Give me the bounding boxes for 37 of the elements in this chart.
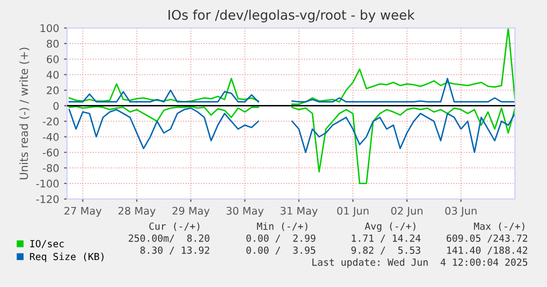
x-tick-label: 31 May	[280, 206, 318, 217]
x-tick-label: 28 May	[118, 206, 156, 217]
x-tick-label: 27 May	[64, 206, 102, 217]
legend-label: Req Size (KB)	[30, 252, 104, 262]
y-tick-label: -100	[36, 180, 59, 188]
text: 0.00 / 3.95	[246, 246, 316, 255]
text: Max (-/+)	[474, 222, 524, 231]
x-tick-label: 02 Jun	[391, 206, 422, 217]
y-tick-label: 40	[46, 70, 59, 79]
y-tick-label: -120	[36, 195, 59, 204]
y-tick-label: 60	[46, 55, 59, 64]
text: 1.71 / 14.24	[352, 234, 421, 243]
text: 609.05 /243.72	[446, 234, 528, 243]
text: 141.40 /188.42	[447, 246, 528, 255]
text: Last update: Wed Jun 4 12:00:04 2025	[312, 258, 528, 268]
y-tick-label: -60	[42, 148, 59, 156]
text: 250.00m/ 8.20	[128, 234, 210, 243]
chart-title: IOs for /dev/legolas-vg/root - by week	[168, 10, 415, 22]
y-tick-label: -20	[42, 118, 59, 126]
y-tick-label: 20	[46, 86, 59, 94]
x-tick-label: 30 May	[226, 206, 264, 217]
y-tick-label: 100	[40, 24, 59, 32]
y-tick-label: 80	[46, 40, 59, 48]
text: Min (-/+)	[257, 222, 308, 231]
y-tick-label: -40	[42, 133, 59, 141]
text: 8.30 / 13.92	[140, 246, 210, 255]
text: Avg (-/+)	[364, 222, 416, 232]
y-axis-title: Units read (-) / write (+)	[19, 48, 30, 180]
x-tick-label: 03 Jun	[445, 206, 477, 217]
text: 9.82 / 5.53	[351, 246, 420, 255]
x-tick-label: 01 Jun	[337, 206, 368, 217]
y-tick-label: 0	[53, 102, 59, 110]
y-tick-label: -80	[42, 164, 59, 172]
x-tick-label: 29 May	[172, 206, 210, 217]
legend-label: IO/sec	[30, 240, 64, 248]
text: 0.00 / 2.99	[246, 234, 316, 243]
text: Cur (-/+)	[149, 222, 200, 231]
